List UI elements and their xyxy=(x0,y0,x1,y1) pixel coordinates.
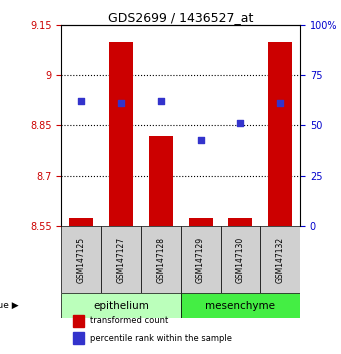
Bar xyxy=(189,218,212,226)
Bar xyxy=(141,226,181,293)
Title: GDS2699 / 1436527_at: GDS2699 / 1436527_at xyxy=(108,11,253,24)
Bar xyxy=(228,218,252,226)
Bar xyxy=(101,226,141,293)
Text: GSM147130: GSM147130 xyxy=(236,236,245,283)
Bar xyxy=(109,41,133,226)
Bar xyxy=(61,226,101,293)
Text: GSM147128: GSM147128 xyxy=(156,237,165,283)
Text: percentile rank within the sample: percentile rank within the sample xyxy=(90,334,232,343)
Bar xyxy=(73,332,84,344)
Text: mesenchyme: mesenchyme xyxy=(205,301,276,310)
Bar xyxy=(73,315,84,326)
Bar xyxy=(181,226,221,293)
Bar xyxy=(221,226,260,293)
Text: epithelium: epithelium xyxy=(93,301,149,310)
Bar xyxy=(260,226,300,293)
Point xyxy=(238,121,243,126)
Bar xyxy=(268,41,292,226)
Bar xyxy=(181,293,300,318)
Bar xyxy=(69,218,93,226)
Text: GSM147132: GSM147132 xyxy=(276,236,285,283)
Point xyxy=(198,137,203,142)
Point xyxy=(278,101,283,106)
Text: GSM147127: GSM147127 xyxy=(117,236,125,283)
Point xyxy=(118,101,124,106)
Text: GSM147125: GSM147125 xyxy=(77,236,86,283)
Bar xyxy=(61,293,181,318)
Point xyxy=(78,98,84,104)
Text: transformed count: transformed count xyxy=(90,316,168,325)
Bar xyxy=(149,136,173,226)
Text: GSM147129: GSM147129 xyxy=(196,236,205,283)
Text: tissue ▶: tissue ▶ xyxy=(0,301,18,310)
Point xyxy=(158,98,164,104)
